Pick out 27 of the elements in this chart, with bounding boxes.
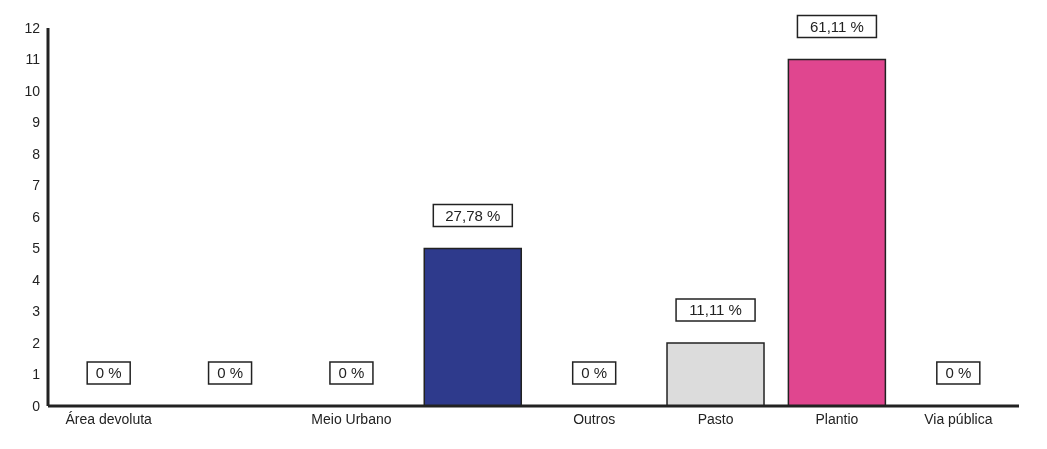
x-tick-label: Meio Urbano bbox=[311, 410, 392, 427]
annotation: 0 % bbox=[217, 364, 243, 381]
y-tick-label: 7 bbox=[32, 177, 41, 194]
y-tick-label: 2 bbox=[32, 334, 41, 351]
y-tick-label: 1 bbox=[32, 366, 41, 383]
x-tick-label: Via pública bbox=[924, 410, 993, 427]
x-tick-label: Outros bbox=[573, 410, 616, 427]
y-tick-label: 11 bbox=[25, 51, 41, 68]
y-tick-label: 9 bbox=[32, 114, 41, 131]
annotation: 0 % bbox=[95, 364, 122, 381]
y-tick-label: 8 bbox=[32, 145, 41, 162]
annotation: 11,11 % bbox=[689, 301, 742, 318]
y-tick-label: 4 bbox=[32, 271, 41, 288]
annotation: 0 % bbox=[945, 364, 972, 381]
annotation: 27,78 % bbox=[445, 206, 501, 224]
annotation: 0 % bbox=[581, 364, 608, 381]
y-tick-label: 6 bbox=[32, 208, 41, 225]
x-tick-label: Pasto bbox=[697, 410, 734, 427]
x-tick-label: Plantio bbox=[815, 410, 859, 427]
y-tick-label: 10 bbox=[24, 82, 41, 99]
y-tick-label: 5 bbox=[32, 240, 41, 257]
y-tick-label: 3 bbox=[32, 303, 41, 320]
y-tick-label: 12 bbox=[24, 19, 41, 36]
y-tick-label: 0 bbox=[32, 397, 41, 414]
annotation: 0 % bbox=[338, 364, 365, 381]
x-tick-label: Área devoluta bbox=[65, 410, 153, 427]
annotation: 61,11 % bbox=[809, 17, 864, 35]
